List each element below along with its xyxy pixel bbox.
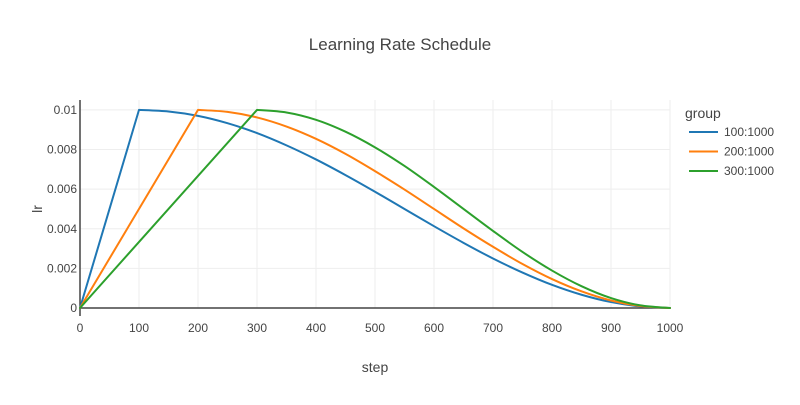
- x-tick-label: 500: [365, 321, 385, 335]
- series-line-2[interactable]: [79, 108, 671, 309]
- legend-title: group: [685, 105, 721, 121]
- legend[interactable]: group 100:1000 200:1000 300:1000: [685, 105, 774, 178]
- y-tick-label: 0: [70, 301, 77, 315]
- y-tick-label: 0.004: [47, 222, 77, 236]
- x-tick-label: 400: [306, 321, 326, 335]
- series-lines[interactable]: [79, 108, 671, 309]
- legend-item-label[interactable]: 200:1000: [724, 145, 774, 159]
- axes: [79, 100, 670, 316]
- x-tick-label: 700: [483, 321, 503, 335]
- gridlines: [80, 100, 671, 308]
- series-line-3[interactable]: [79, 108, 671, 309]
- x-tick-label: 900: [601, 321, 621, 335]
- x-tick-label: 200: [188, 321, 208, 335]
- y-tick-label: 0.002: [47, 261, 77, 275]
- y-tick-label: 0.01: [54, 103, 78, 117]
- series-line-1[interactable]: [79, 108, 671, 309]
- x-tick-label: 600: [424, 321, 444, 335]
- y-axis-title: lr: [29, 205, 45, 213]
- x-tick-label: 0: [77, 321, 84, 335]
- chart-title: Learning Rate Schedule: [309, 35, 491, 54]
- y-tick-label: 0.006: [47, 182, 77, 196]
- legend-item-label[interactable]: 300:1000: [724, 164, 774, 178]
- x-tick-label: 100: [129, 321, 149, 335]
- tick-labels: 0 100 200 300 400 500 600 700 800 900 1000 0 0.002 0.…: [47, 103, 684, 335]
- x-axis-title: step: [362, 359, 389, 375]
- x-tick-label: 800: [542, 321, 562, 335]
- legend-item-label[interactable]: 100:1000: [724, 125, 774, 139]
- y-tick-label: 0.008: [47, 143, 77, 157]
- x-tick-label: 300: [247, 321, 267, 335]
- x-tick-label: 1000: [657, 321, 684, 335]
